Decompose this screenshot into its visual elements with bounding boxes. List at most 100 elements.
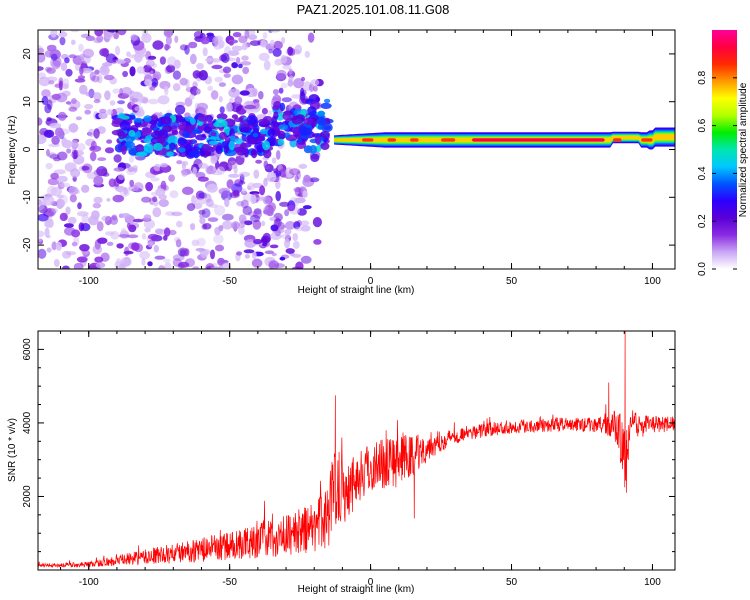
noise-blob bbox=[54, 83, 63, 88]
noise-blob bbox=[147, 55, 157, 60]
noise-blob bbox=[284, 228, 292, 235]
noise-blob bbox=[262, 32, 268, 40]
noise-blob bbox=[284, 238, 291, 249]
snr-series-line bbox=[38, 331, 675, 569]
noise-blob bbox=[121, 86, 132, 96]
noise-blob bbox=[242, 205, 253, 216]
onset-blob bbox=[153, 142, 163, 151]
noise-blob bbox=[232, 31, 242, 38]
noise-blob bbox=[247, 185, 252, 191]
noise-blob bbox=[294, 197, 306, 204]
noise-blob bbox=[120, 213, 131, 219]
noise-blob bbox=[172, 70, 181, 80]
noise-blob bbox=[68, 186, 79, 195]
noise-blob bbox=[226, 179, 234, 189]
noise-blob bbox=[53, 169, 66, 175]
noise-blob bbox=[128, 155, 135, 163]
onset-blob bbox=[223, 144, 229, 154]
noise-blob bbox=[70, 30, 80, 33]
noise-blob bbox=[63, 223, 74, 228]
noise-blob bbox=[281, 225, 286, 229]
noise-blob bbox=[231, 62, 239, 69]
noise-blob bbox=[71, 39, 76, 45]
noise-blob bbox=[113, 154, 122, 163]
noise-blob bbox=[43, 129, 55, 138]
onset-blob bbox=[262, 140, 271, 151]
noise-blob bbox=[38, 213, 49, 222]
noise-blob bbox=[227, 160, 238, 170]
tone-peak bbox=[641, 138, 653, 142]
noise-blob bbox=[238, 180, 246, 185]
noise-blob bbox=[103, 74, 115, 81]
noise-blob bbox=[104, 90, 111, 101]
x-tick-label: 50 bbox=[506, 276, 518, 287]
noise-blob bbox=[212, 36, 222, 45]
noise-blob bbox=[153, 163, 162, 172]
noise-blob bbox=[168, 174, 176, 182]
y-tick-label: 2000 bbox=[22, 485, 33, 508]
noise-blob bbox=[52, 56, 62, 67]
onset-blob bbox=[174, 114, 183, 124]
noise-blob bbox=[45, 162, 53, 170]
noise-blob bbox=[263, 177, 268, 187]
noise-blob bbox=[44, 50, 54, 58]
noise-blob bbox=[312, 217, 322, 228]
noise-blob bbox=[81, 214, 89, 224]
noise-blob bbox=[214, 205, 226, 216]
onset-blob bbox=[120, 115, 130, 120]
colorbar-tick-label: 0.8 bbox=[697, 70, 708, 84]
noise-blob bbox=[224, 197, 230, 208]
noise-blob bbox=[310, 79, 320, 86]
tone-peak bbox=[362, 138, 374, 142]
noise-blob bbox=[79, 84, 88, 95]
onset-blob bbox=[269, 121, 280, 128]
onset-blob bbox=[307, 106, 317, 116]
noise-blob bbox=[163, 85, 169, 92]
onset-blob bbox=[167, 135, 179, 146]
noise-blob bbox=[131, 98, 139, 103]
noise-blob bbox=[239, 90, 250, 96]
noise-blob bbox=[200, 36, 210, 45]
noise-blob bbox=[68, 106, 78, 112]
noise-blob bbox=[195, 190, 205, 201]
noise-blob bbox=[190, 223, 196, 231]
noise-blob bbox=[141, 233, 147, 240]
noise-blob bbox=[158, 265, 166, 269]
noise-blob bbox=[207, 217, 219, 223]
noise-blob bbox=[231, 74, 244, 85]
onset-blob bbox=[231, 114, 238, 119]
colorbar: 0.0 0.2 0.4 0.6 0.8 Normalized spectral ampl… bbox=[697, 30, 749, 276]
noise-blob bbox=[295, 261, 304, 269]
x-tick-label: -100 bbox=[79, 577, 99, 588]
noise-blob bbox=[302, 190, 308, 198]
noise-blob bbox=[50, 172, 59, 180]
noise-blob bbox=[46, 247, 52, 253]
noise-blob bbox=[90, 145, 96, 151]
noise-blob bbox=[62, 265, 70, 269]
noise-blob bbox=[38, 230, 45, 238]
noise-blob bbox=[59, 212, 68, 222]
noise-blob bbox=[89, 145, 102, 152]
noise-blob bbox=[241, 55, 249, 61]
noise-blob bbox=[102, 62, 113, 67]
noise-blob bbox=[240, 61, 252, 66]
noise-blob bbox=[62, 139, 73, 149]
spectrogram-xlabel: Height of straight line (km) bbox=[298, 285, 415, 296]
noise-blob bbox=[70, 168, 81, 178]
noise-blob bbox=[222, 66, 232, 74]
noise-blob bbox=[147, 241, 154, 248]
x-tick-label: -50 bbox=[222, 276, 237, 287]
onset-blob bbox=[319, 130, 331, 139]
onset-blob bbox=[189, 117, 196, 125]
onset-blob bbox=[121, 144, 127, 155]
noise-blob bbox=[252, 219, 262, 230]
noise-blob bbox=[50, 30, 58, 38]
noise-blob bbox=[93, 128, 100, 139]
noise-blob bbox=[288, 68, 293, 75]
noise-blob bbox=[136, 66, 145, 74]
noise-blob bbox=[97, 237, 108, 244]
onset-blob bbox=[143, 143, 154, 153]
onset-blob bbox=[277, 138, 285, 146]
onset-blob bbox=[315, 96, 321, 103]
